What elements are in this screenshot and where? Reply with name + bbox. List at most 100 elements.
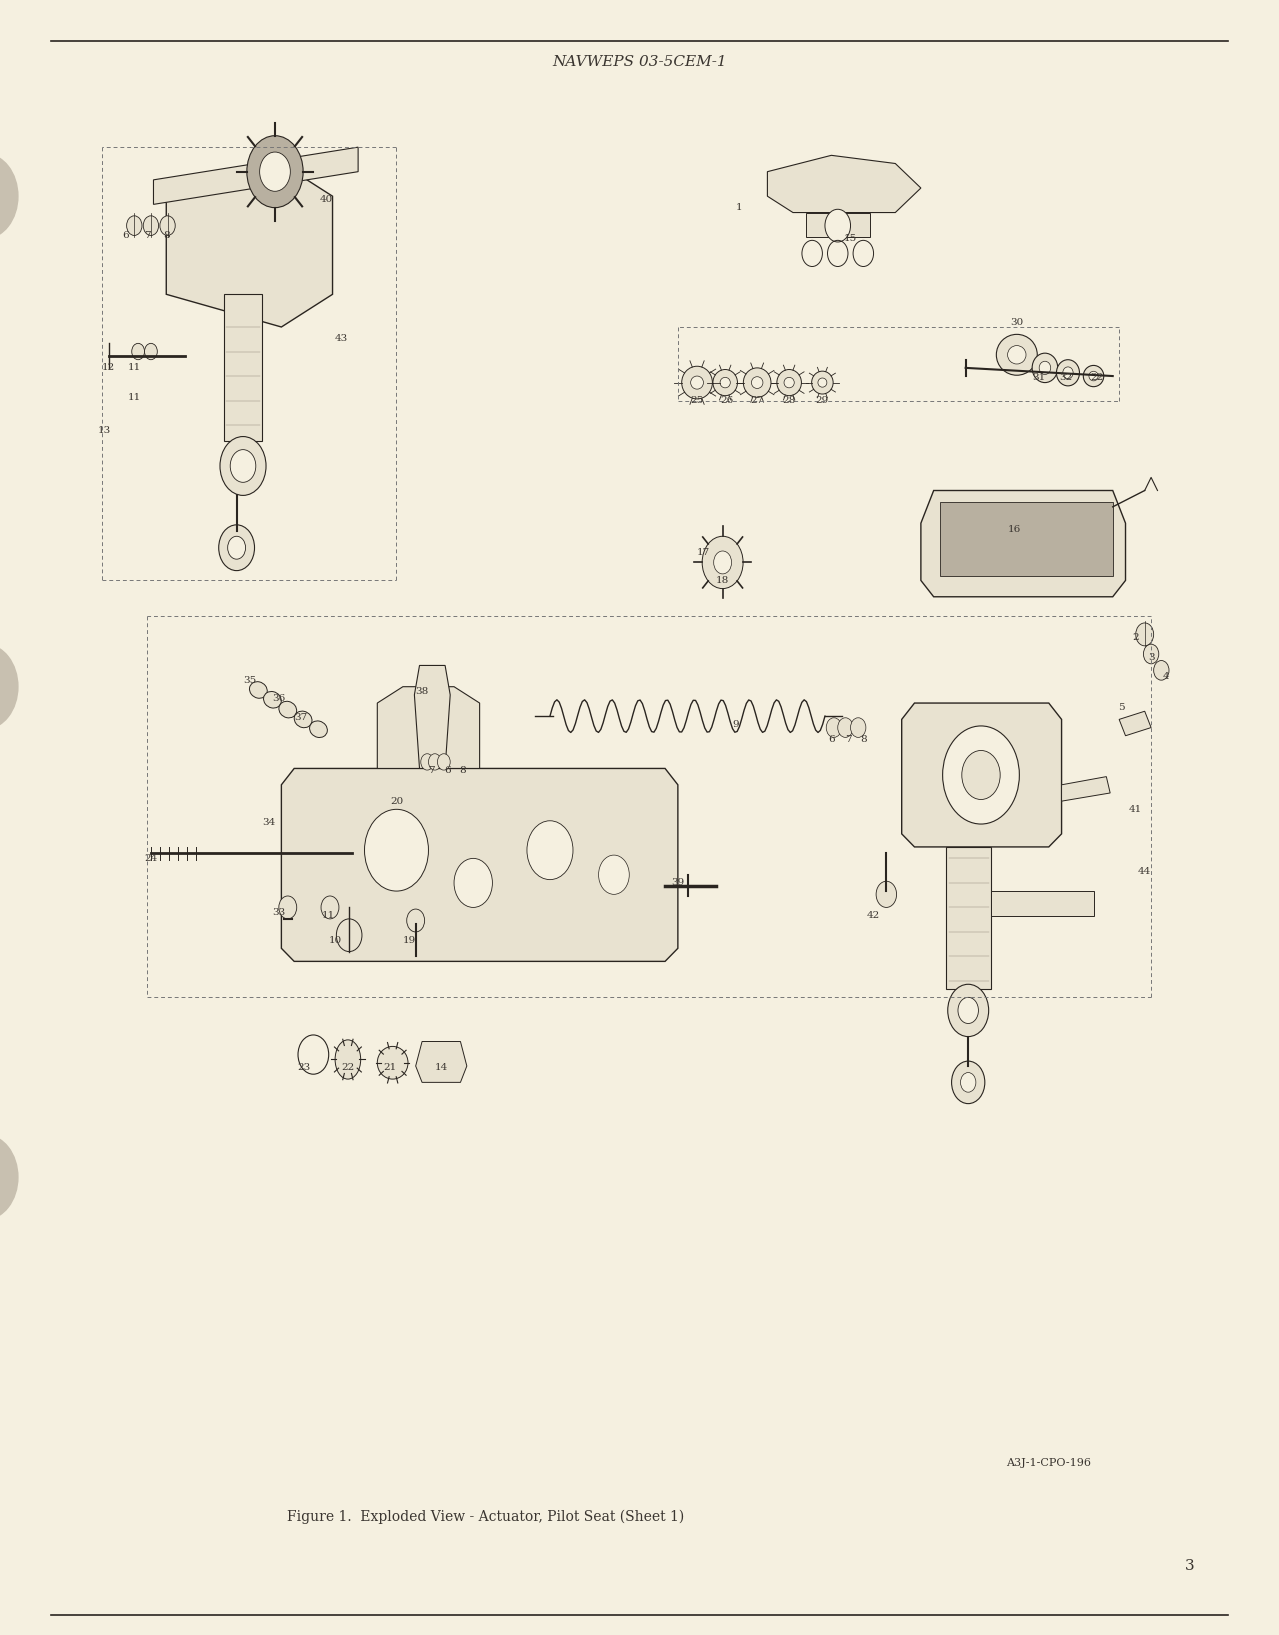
Ellipse shape	[1008, 345, 1026, 365]
Text: 31: 31	[1032, 373, 1045, 383]
Text: 8: 8	[162, 231, 170, 240]
Circle shape	[838, 718, 853, 737]
Circle shape	[851, 718, 866, 737]
Circle shape	[952, 1061, 985, 1104]
Ellipse shape	[1083, 365, 1104, 386]
Text: 19: 19	[403, 935, 416, 945]
Circle shape	[958, 997, 978, 1024]
Text: 14: 14	[435, 1063, 448, 1073]
Bar	[940, 502, 1113, 576]
Text: Figure 1.  Exploded View - Actuator, Pilot Seat (Sheet 1): Figure 1. Exploded View - Actuator, Pilo…	[288, 1511, 684, 1524]
Text: 11: 11	[322, 911, 335, 921]
Text: 6: 6	[444, 765, 451, 775]
Text: 35: 35	[243, 675, 256, 685]
Circle shape	[247, 136, 303, 208]
Ellipse shape	[377, 1046, 408, 1079]
Polygon shape	[416, 1041, 467, 1082]
Text: 3: 3	[1147, 652, 1155, 662]
Ellipse shape	[743, 368, 771, 397]
Text: 13: 13	[98, 425, 111, 435]
Text: 36: 36	[272, 693, 285, 703]
Polygon shape	[166, 164, 333, 327]
Circle shape	[336, 919, 362, 952]
Text: 25: 25	[691, 396, 703, 405]
Circle shape	[230, 450, 256, 482]
Text: A3J-1-CPO-196: A3J-1-CPO-196	[1007, 1458, 1091, 1468]
Text: 6: 6	[828, 734, 835, 744]
Ellipse shape	[712, 370, 738, 396]
Ellipse shape	[1056, 360, 1079, 386]
Polygon shape	[153, 147, 358, 204]
Text: 8: 8	[459, 765, 467, 775]
Circle shape	[948, 984, 989, 1037]
Text: 33: 33	[272, 907, 285, 917]
Ellipse shape	[263, 692, 281, 708]
Circle shape	[143, 216, 159, 235]
Text: 7: 7	[427, 765, 435, 775]
Text: 41: 41	[1129, 804, 1142, 814]
Circle shape	[132, 343, 145, 360]
Circle shape	[0, 644, 18, 729]
Polygon shape	[991, 891, 1094, 916]
Ellipse shape	[279, 701, 297, 718]
Text: 8: 8	[859, 734, 867, 744]
Text: 1: 1	[735, 203, 743, 213]
Text: 23: 23	[298, 1063, 311, 1073]
Polygon shape	[377, 687, 480, 768]
Circle shape	[219, 525, 255, 571]
Circle shape	[220, 437, 266, 495]
Circle shape	[943, 726, 1019, 824]
Circle shape	[421, 754, 434, 770]
Text: 20: 20	[390, 796, 403, 806]
Ellipse shape	[1063, 366, 1073, 379]
Text: 29: 29	[816, 396, 829, 405]
Text: 40: 40	[320, 195, 333, 204]
Text: 9: 9	[732, 719, 739, 729]
Ellipse shape	[691, 376, 703, 389]
Text: 7: 7	[844, 734, 852, 744]
Ellipse shape	[310, 721, 327, 737]
Text: 12: 12	[102, 363, 115, 373]
Text: 21: 21	[384, 1063, 396, 1073]
Text: 26: 26	[720, 396, 733, 405]
Text: 7: 7	[143, 231, 151, 240]
Ellipse shape	[249, 682, 267, 698]
Ellipse shape	[1032, 353, 1058, 383]
Text: 32: 32	[1059, 373, 1072, 383]
Ellipse shape	[996, 334, 1037, 374]
Text: 10: 10	[329, 935, 341, 945]
Circle shape	[962, 750, 1000, 800]
Text: 6: 6	[122, 231, 129, 240]
Circle shape	[454, 858, 492, 907]
Polygon shape	[224, 294, 262, 441]
Circle shape	[127, 216, 142, 235]
Ellipse shape	[335, 1040, 361, 1079]
Text: 11: 11	[128, 363, 141, 373]
Polygon shape	[281, 768, 678, 961]
Polygon shape	[1119, 711, 1151, 736]
Ellipse shape	[751, 376, 762, 389]
Circle shape	[876, 881, 897, 907]
Text: 4: 4	[1163, 672, 1170, 682]
Circle shape	[228, 536, 246, 559]
Circle shape	[365, 809, 428, 891]
Circle shape	[145, 343, 157, 360]
Circle shape	[599, 855, 629, 894]
Text: 42: 42	[867, 911, 880, 921]
Ellipse shape	[817, 378, 826, 387]
Circle shape	[321, 896, 339, 919]
Circle shape	[0, 154, 18, 239]
Text: 37: 37	[294, 713, 307, 723]
Polygon shape	[806, 213, 870, 237]
Circle shape	[826, 718, 842, 737]
Ellipse shape	[720, 378, 730, 387]
Ellipse shape	[682, 366, 712, 399]
Text: 2: 2	[1132, 633, 1140, 643]
Circle shape	[279, 896, 297, 919]
Circle shape	[407, 909, 425, 932]
Circle shape	[428, 754, 441, 770]
Text: 34: 34	[262, 818, 275, 827]
Circle shape	[1154, 661, 1169, 680]
Ellipse shape	[812, 371, 833, 394]
Text: 22: 22	[1091, 373, 1104, 383]
